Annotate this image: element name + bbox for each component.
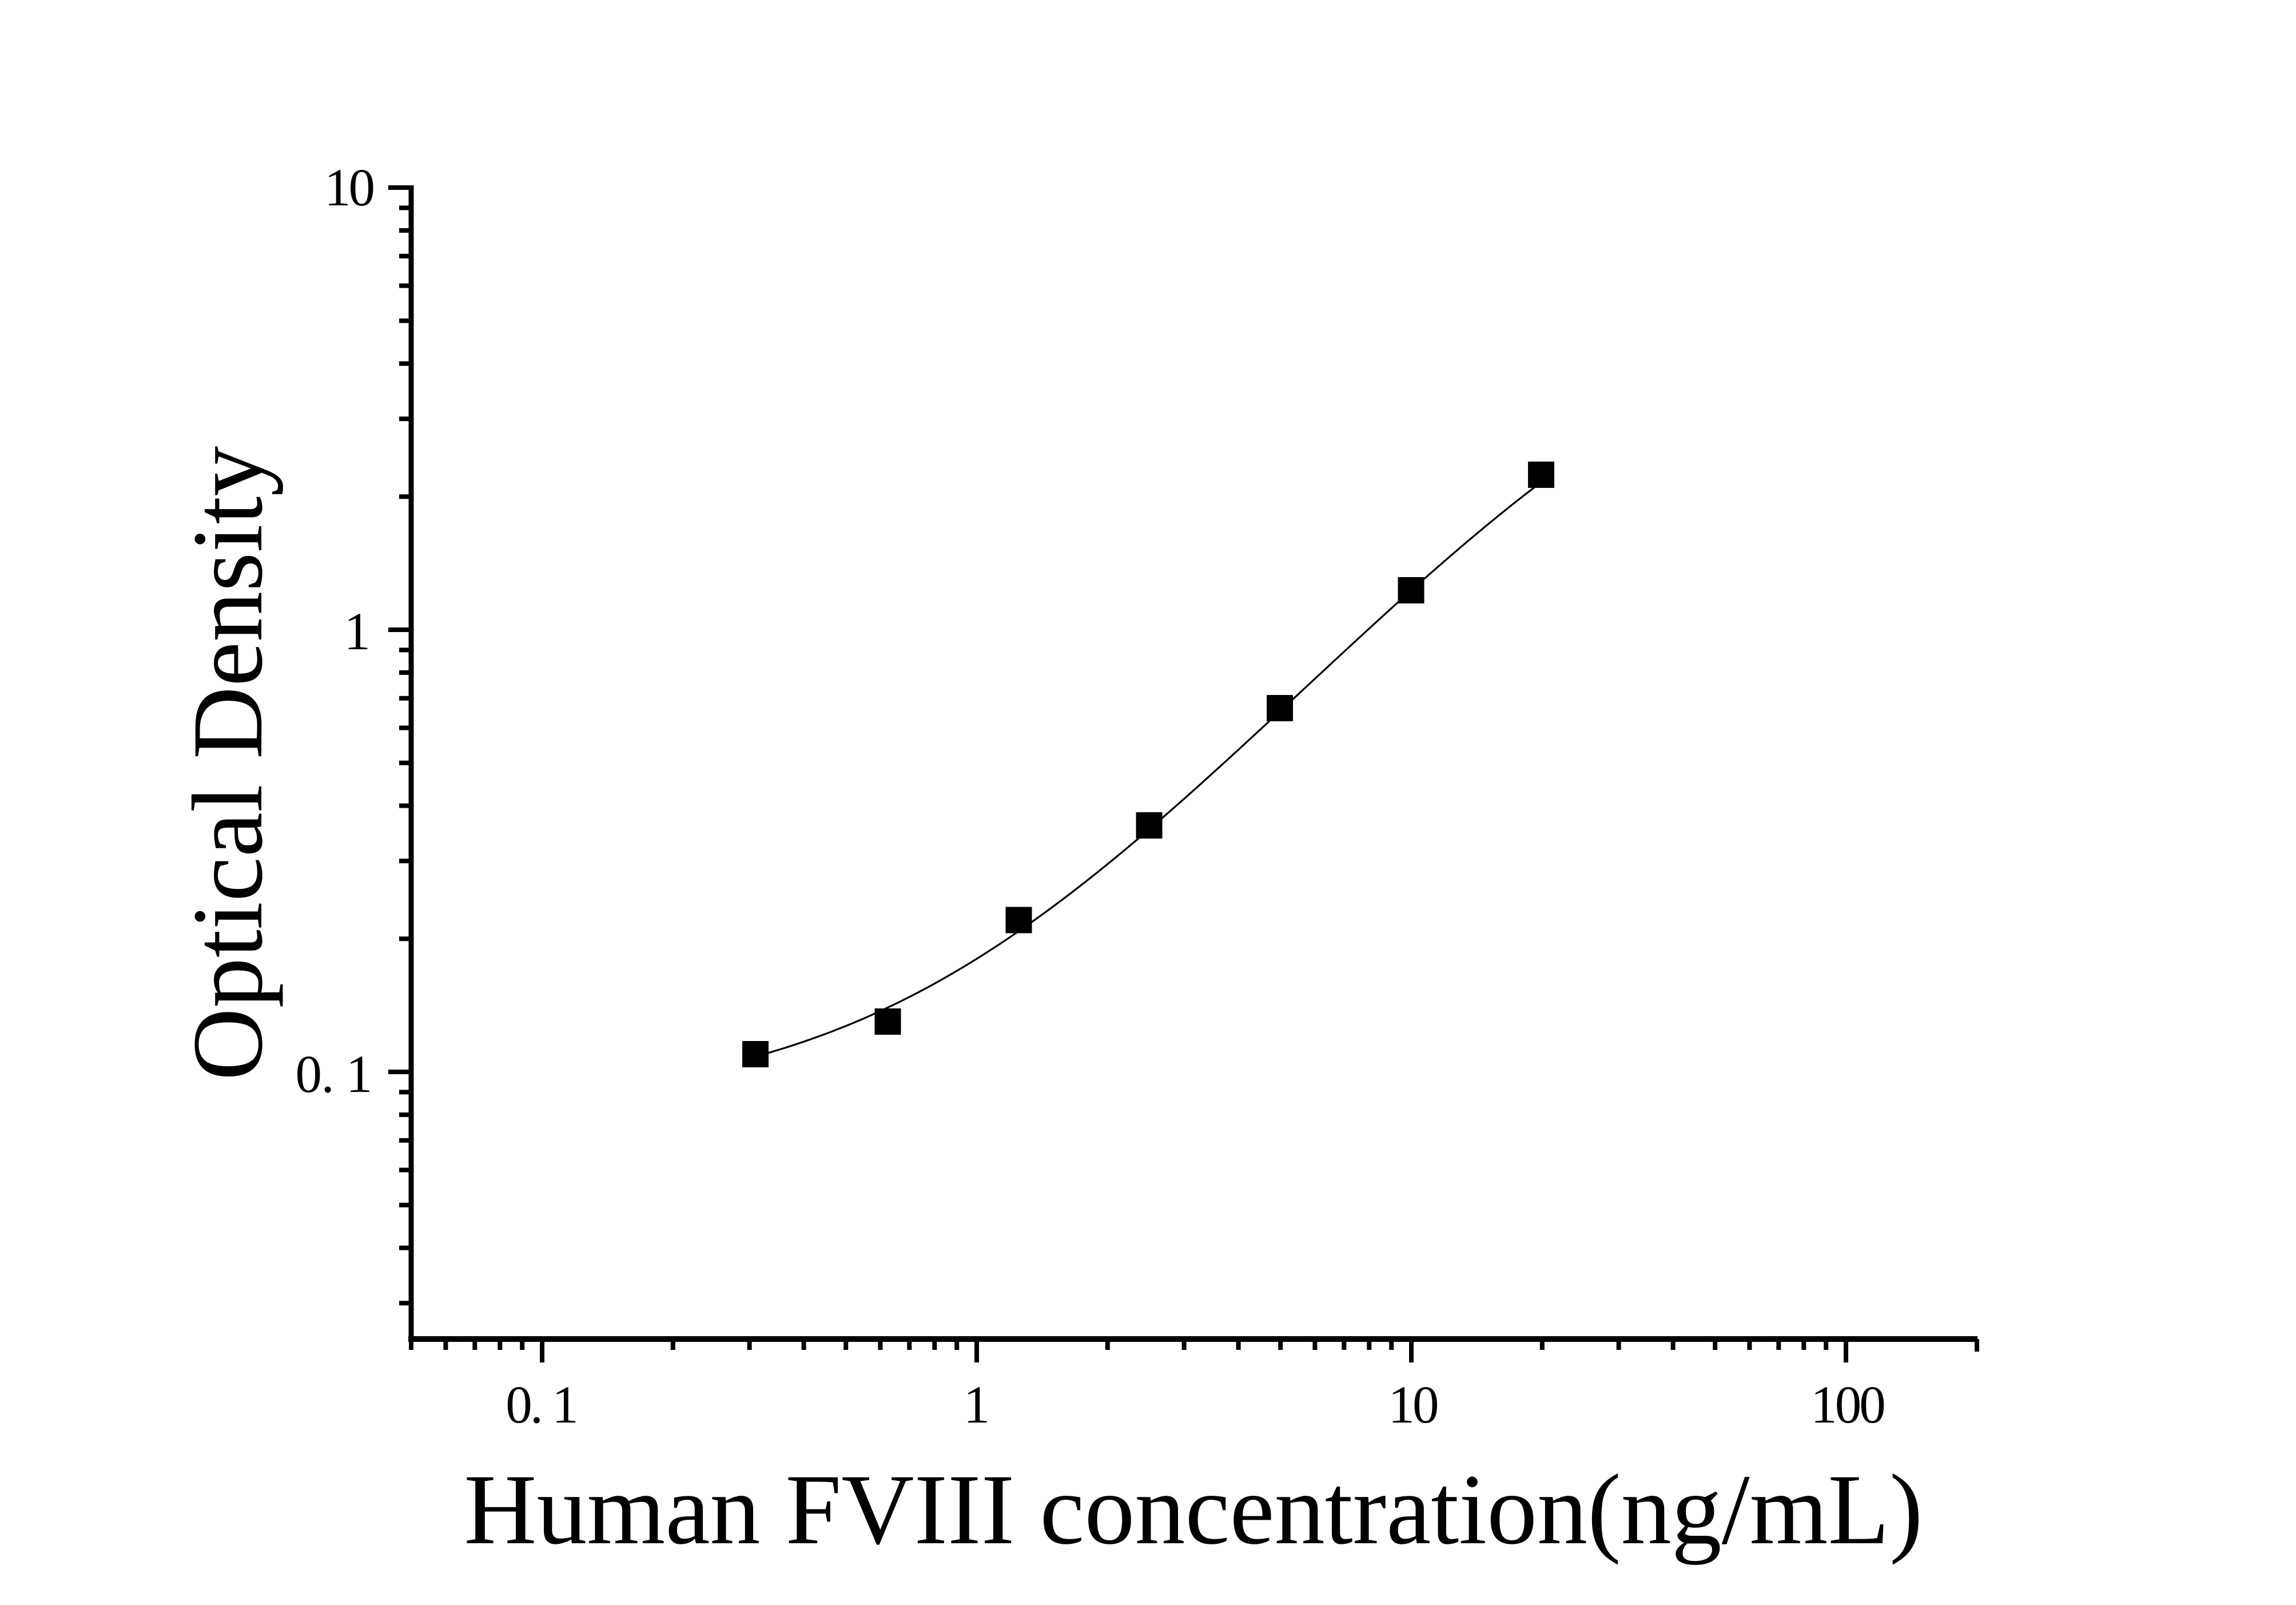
svg-text:10: 10	[324, 158, 373, 217]
svg-text:0. 1: 0. 1	[296, 1045, 372, 1104]
svg-text:1: 1	[344, 602, 371, 661]
svg-text:Optical Density: Optical Density	[172, 446, 284, 1081]
svg-text:Human FVIII concentration(ng/m: Human FVIII concentration(ng/mL)	[464, 1454, 1923, 1566]
svg-text:1: 1	[964, 1376, 990, 1435]
svg-text:10: 10	[1388, 1376, 1438, 1435]
svg-text:0. 1: 0. 1	[506, 1376, 576, 1435]
svg-text:100: 100	[1810, 1376, 1884, 1435]
